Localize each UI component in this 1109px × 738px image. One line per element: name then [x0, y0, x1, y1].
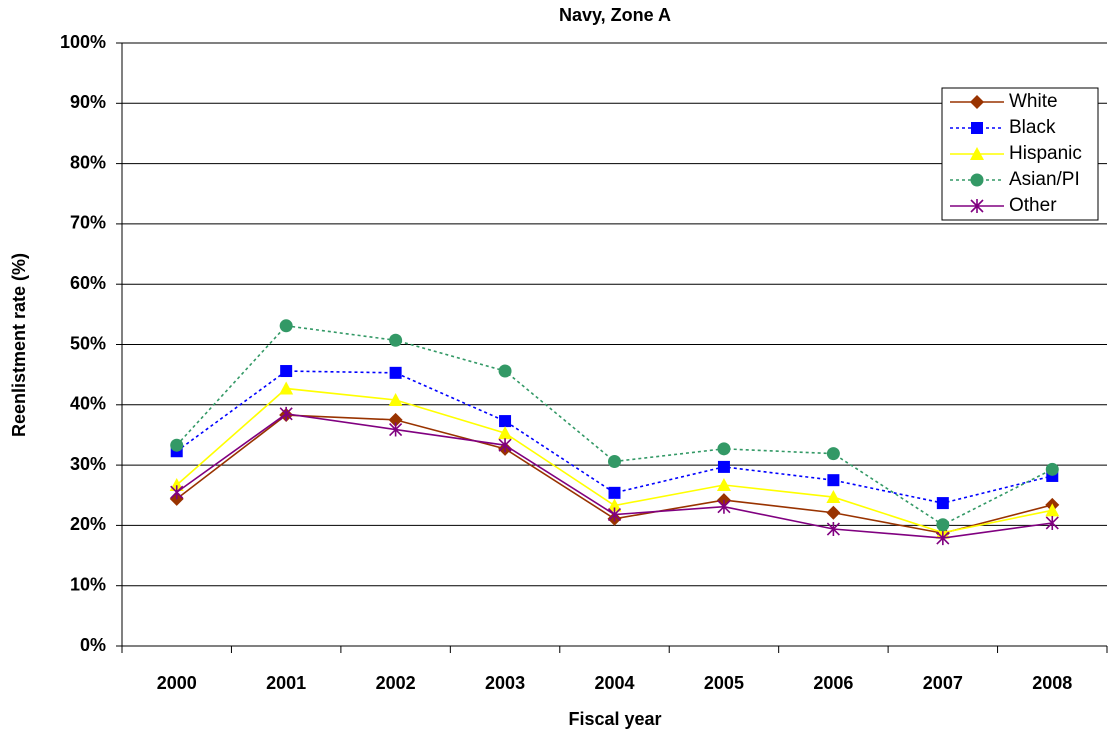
marker [970, 95, 984, 109]
marker [608, 486, 621, 499]
y-tick-label: 60% [70, 273, 106, 293]
y-tick-label: 30% [70, 454, 106, 474]
x-tick-label: 2004 [594, 673, 634, 693]
chart-title: Navy, Zone A [559, 5, 671, 25]
x-tick-label: 2001 [266, 673, 306, 693]
marker [170, 485, 184, 500]
marker [826, 522, 840, 537]
marker [936, 518, 950, 532]
y-axis-label: Reenlistment rate (%) [9, 253, 29, 437]
marker [827, 474, 840, 487]
x-tick-label: 2003 [485, 673, 525, 693]
legend-label: Hispanic [1009, 143, 1082, 164]
marker [936, 531, 950, 546]
x-tick-label: 2005 [704, 673, 744, 693]
marker [607, 498, 622, 512]
marker [389, 366, 402, 379]
series-line [176, 370, 1053, 504]
x-tick-label: 2000 [157, 673, 197, 693]
legend-label: Asian/PI [1009, 169, 1080, 190]
marker [717, 442, 731, 456]
marker [498, 426, 513, 440]
marker [499, 415, 512, 428]
marker [279, 381, 294, 395]
marker [498, 364, 512, 378]
marker [279, 319, 293, 333]
legend-label: Other [1009, 195, 1057, 216]
marker [970, 199, 984, 213]
marker [970, 173, 984, 187]
marker [280, 365, 293, 378]
marker [936, 497, 949, 510]
marker [389, 422, 403, 437]
legend-label: White [1009, 91, 1058, 112]
marker [826, 505, 841, 520]
marker [1045, 503, 1060, 517]
marker [389, 333, 403, 347]
marker [971, 122, 983, 134]
y-tick-label: 80% [70, 152, 106, 172]
marker [1045, 515, 1059, 530]
marker [279, 406, 293, 421]
x-tick-label: 2008 [1032, 673, 1072, 693]
marker [970, 147, 984, 160]
marker [1045, 462, 1059, 476]
legend: White Black Hispanic Asian/PI Other [941, 87, 1099, 221]
y-tick-label: 20% [70, 514, 106, 534]
marker [498, 438, 512, 453]
marker [717, 499, 731, 514]
y-tick-label: 70% [70, 213, 106, 233]
marker [388, 412, 403, 427]
y-tick-label: 0% [80, 635, 106, 655]
y-tick-label: 10% [70, 574, 106, 594]
marker [607, 507, 622, 522]
y-tick-label: 90% [70, 92, 106, 112]
marker [826, 447, 840, 461]
marker [826, 490, 841, 504]
marker [388, 392, 403, 406]
y-tick-label: 100% [60, 32, 106, 52]
marker [170, 438, 184, 452]
marker [717, 460, 730, 473]
x-tick-label: 2007 [923, 673, 963, 693]
marker [608, 454, 621, 468]
y-tick-label: 40% [70, 394, 106, 414]
x-tick-label: 2002 [376, 673, 416, 693]
marker [716, 477, 731, 491]
legend-label: Black [1009, 117, 1056, 138]
x-tick-label: 2006 [813, 673, 853, 693]
y-tick-label: 50% [70, 333, 106, 353]
x-axis-label: Fiscal year [568, 709, 661, 729]
